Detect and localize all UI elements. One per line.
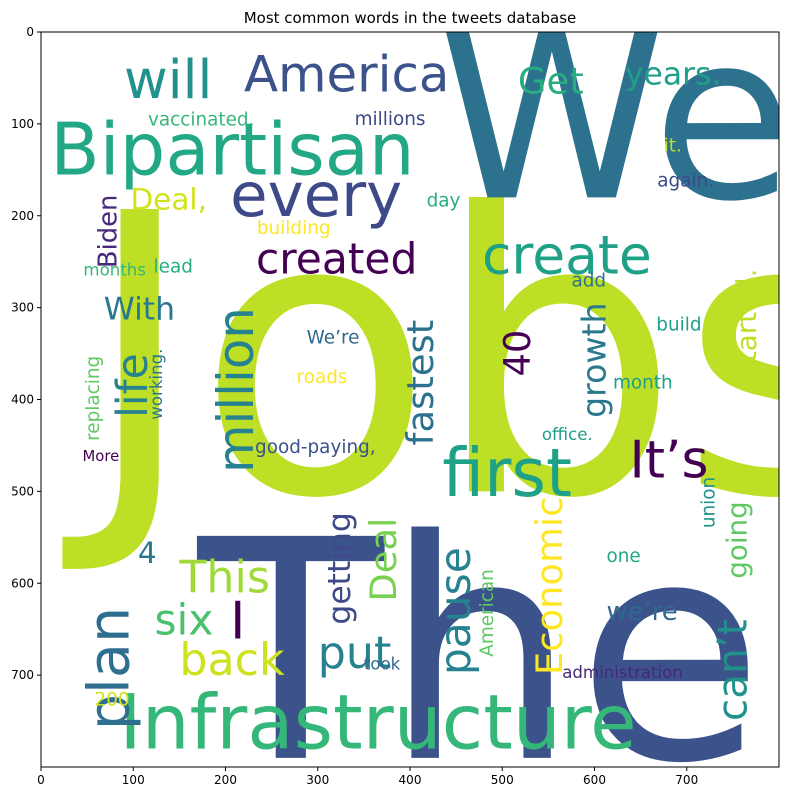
word-5: every: [230, 160, 402, 231]
word-13: It’s: [630, 431, 709, 491]
word-28: can’t: [709, 619, 757, 721]
word-56: one: [606, 546, 640, 567]
word-6: first: [442, 434, 572, 512]
word-52: More: [83, 448, 120, 465]
word-38: millions: [355, 109, 426, 130]
y-tick-label-1: 100: [11, 117, 34, 131]
word-25: pause: [431, 547, 480, 675]
word-33: With: [104, 292, 175, 328]
word-3: Infrastructure: [119, 679, 636, 767]
word-19: Get: [518, 60, 584, 103]
word-7: will: [124, 48, 212, 111]
word-54: working.: [147, 349, 166, 420]
word-16: back: [179, 635, 285, 686]
word-0: Jobs: [58, 132, 793, 583]
word-40: again.: [657, 170, 714, 191]
word-55: union: [698, 477, 719, 528]
x-tick-label-2: 200: [214, 773, 237, 787]
word-22: fastest: [399, 320, 442, 446]
word-60: 200: [95, 689, 130, 710]
word-59: administration: [562, 663, 683, 682]
x-tick-label-4: 400: [399, 773, 422, 787]
word-24: growth: [575, 302, 614, 417]
word-46: build: [656, 315, 701, 336]
word-41: day: [427, 191, 461, 212]
word-47: We’re: [307, 327, 360, 348]
word-42: building: [257, 218, 331, 239]
x-tick-label-7: 700: [675, 773, 698, 787]
y-tick-label-6: 600: [11, 576, 34, 590]
word-35: we’re: [606, 597, 677, 627]
word-15: put: [318, 628, 392, 679]
word-29: getting: [322, 512, 358, 624]
x-tick-label-1: 100: [122, 773, 145, 787]
word-36: Biden: [94, 195, 124, 268]
word-18: I: [230, 591, 245, 651]
word-48: roads: [297, 367, 348, 388]
word-32: Deal,: [130, 182, 207, 216]
word-31: started.: [730, 269, 763, 377]
word-1: The: [193, 475, 764, 812]
word-2: We: [438, 0, 793, 252]
x-tick-label-3: 300: [306, 773, 329, 787]
word-23: 40: [496, 330, 539, 377]
word-44: lead: [154, 257, 193, 278]
word-39: it.: [664, 135, 682, 156]
word-9: million: [207, 307, 265, 473]
word-8: America: [244, 46, 449, 104]
word-34: 4: [138, 536, 157, 570]
word-17: six: [154, 596, 213, 645]
word-58: took: [364, 655, 401, 674]
word-14: This: [178, 552, 270, 603]
word-20: years.: [625, 56, 721, 92]
y-tick-label-0: 0: [26, 25, 34, 39]
word-53: replacing: [83, 356, 104, 441]
word-11: create: [482, 224, 652, 287]
word-49: month: [613, 372, 673, 393]
chart-title: Most common words in the tweets database: [244, 9, 577, 27]
x-tick-label-6: 600: [583, 773, 606, 787]
x-tick-label-0: 0: [37, 773, 45, 787]
word-50: good-paying,: [255, 437, 376, 458]
y-tick-label-2: 200: [11, 209, 34, 223]
word-51: office.: [542, 425, 593, 444]
x-tick-label-5: 500: [491, 773, 514, 787]
word-45: add: [571, 270, 606, 291]
y-tick-label-3: 300: [11, 301, 34, 315]
word-12: created: [256, 235, 417, 284]
word-21: life: [108, 353, 157, 418]
y-tick-label-5: 500: [11, 484, 34, 498]
word-26: Economic: [528, 497, 571, 676]
word-43: months: [83, 260, 146, 279]
word-57: American: [477, 569, 498, 657]
y-axis: 0 100 200 300 400 500 600 700: [11, 25, 41, 682]
word-10: plan: [77, 607, 143, 730]
word-30: going: [721, 501, 754, 578]
word-27: Deal: [362, 518, 405, 602]
word-61: -: [581, 347, 602, 354]
x-axis: 0 100 200 300 400 500 600 700: [37, 767, 698, 787]
y-tick-label-4: 400: [11, 393, 34, 407]
y-tick-label-7: 700: [11, 668, 34, 682]
word-4: Bipartisan: [50, 107, 414, 191]
word-37: vaccinated.: [148, 110, 254, 131]
